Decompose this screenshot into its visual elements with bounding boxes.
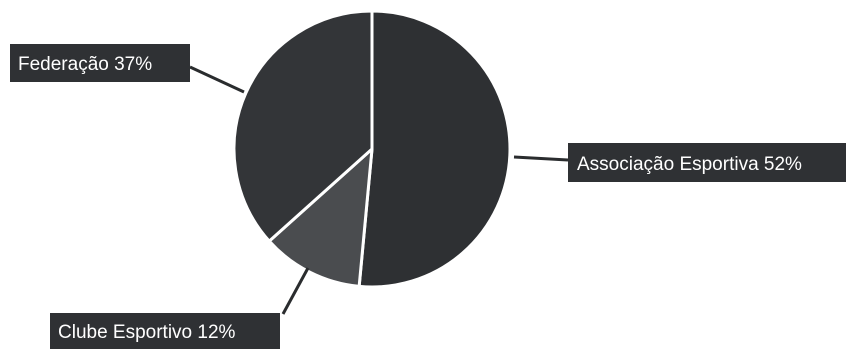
leader-line-federacao: [189, 65, 245, 94]
slice-label-associacao-esportiva: Associação Esportiva 52%: [568, 143, 846, 182]
slice-labels: Associação Esportiva 52% Clube Esportivo …: [10, 44, 846, 349]
slice-label-text: Federação 37%: [18, 54, 152, 75]
slice-label-clube-esportivo: Clube Esportivo 12%: [50, 313, 280, 349]
slice-label-box: [50, 313, 280, 349]
pie-slice-clube-esportivo: [267, 147, 374, 288]
leader-line-associacao-esportiva: [513, 155, 569, 162]
pie-slices: [232, 9, 512, 289]
leader-line-clube-esportivo: [281, 267, 310, 315]
leader-lines: [189, 65, 569, 315]
slice-label-text: Clube Esportivo 12%: [58, 322, 236, 343]
slice-label-federacao: Federação 37%: [10, 44, 190, 82]
slice-label-box: [568, 143, 846, 182]
slice-label-box: [10, 44, 190, 82]
pie-slice-federacao: [232, 9, 374, 243]
slice-label-text: Associação Esportiva 52%: [577, 154, 802, 175]
pie-slice-associacao-esportiva: [357, 9, 512, 289]
